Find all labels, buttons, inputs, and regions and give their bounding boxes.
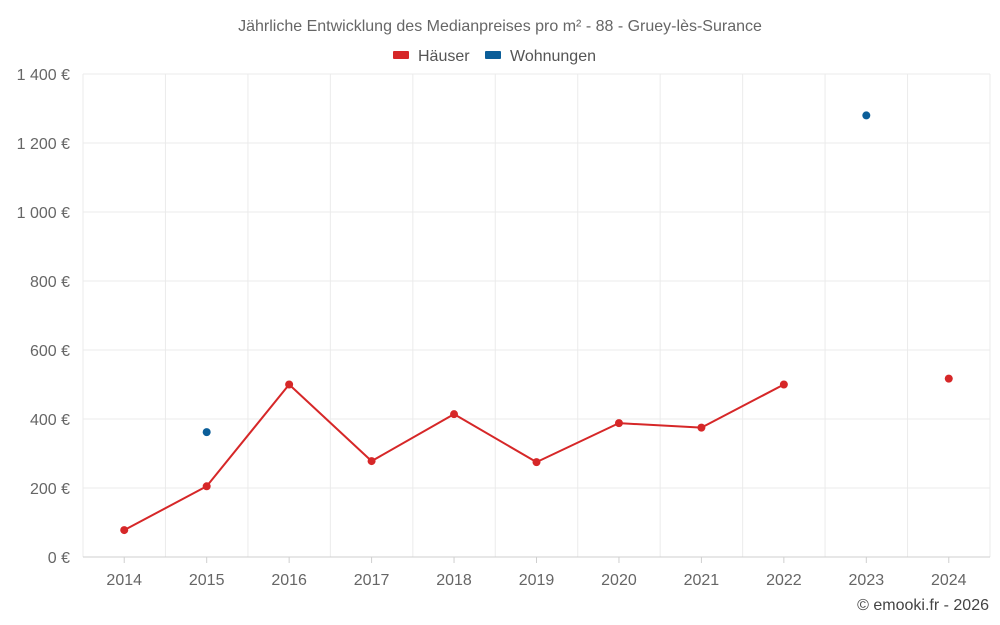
legend-item-wohnungen[interactable]: Wohnungen xyxy=(485,48,596,65)
x-axis: 2014 2015 2016 2017 2018 2019 2020 2021 2022 2023… xyxy=(83,556,990,589)
y-tick-label: 800 € xyxy=(30,274,70,291)
y-tick-label: 0 € xyxy=(48,550,70,567)
x-tick-label: 2019 xyxy=(519,572,555,589)
y-tick-label: 400 € xyxy=(30,412,70,429)
legend-label-wohnungen: Wohnungen xyxy=(510,48,596,65)
data-point[interactable] xyxy=(450,410,459,419)
y-tick-label: 1 200 € xyxy=(17,136,70,153)
x-tick-label: 2017 xyxy=(354,572,390,589)
data-point[interactable] xyxy=(367,457,376,466)
plot-area xyxy=(120,111,953,535)
chart-title: Jährliche Entwicklung des Medianpreises … xyxy=(238,18,762,35)
grid xyxy=(82,73,991,557)
y-tick-label: 600 € xyxy=(30,343,70,360)
x-tick-label: 2016 xyxy=(271,572,307,589)
credit-text: © emooki.fr - 2026 xyxy=(857,597,989,614)
x-tick-label: 2024 xyxy=(931,572,967,589)
data-point[interactable] xyxy=(697,423,706,432)
data-point[interactable] xyxy=(202,482,211,491)
data-point[interactable] xyxy=(202,428,211,437)
x-tick-label: 2018 xyxy=(436,572,472,589)
legend-label-haeuser: Häuser xyxy=(418,48,470,65)
data-point[interactable] xyxy=(862,111,871,120)
x-tick-label: 2022 xyxy=(766,572,802,589)
x-tick-label: 2015 xyxy=(189,572,225,589)
x-tick-label: 2020 xyxy=(601,572,637,589)
y-tick-label: 200 € xyxy=(30,481,70,498)
x-tick-label: 2014 xyxy=(106,572,142,589)
legend-item-haeuser[interactable]: Häuser xyxy=(393,48,470,65)
series-line xyxy=(123,383,785,531)
data-point[interactable] xyxy=(614,419,623,428)
legend-swatch-haeuser xyxy=(393,51,409,59)
legend: Häuser Wohnungen xyxy=(393,48,596,65)
y-tick-label: 1 000 € xyxy=(17,205,70,222)
data-point[interactable] xyxy=(120,526,129,535)
legend-swatch-wohnungen xyxy=(485,51,501,59)
x-tick-label: 2021 xyxy=(684,572,720,589)
data-point[interactable] xyxy=(779,380,788,389)
data-point[interactable] xyxy=(285,380,294,389)
x-tick-label: 2023 xyxy=(849,572,885,589)
y-tick-label: 1 400 € xyxy=(17,67,70,84)
data-point[interactable] xyxy=(944,374,953,383)
series-0 xyxy=(120,374,953,535)
data-point[interactable] xyxy=(532,458,541,467)
y-axis: 0 € 200 € 400 € 600 € 800 € 1 000 € 1 200 € 1 4… xyxy=(17,67,70,567)
series-1 xyxy=(202,111,871,437)
